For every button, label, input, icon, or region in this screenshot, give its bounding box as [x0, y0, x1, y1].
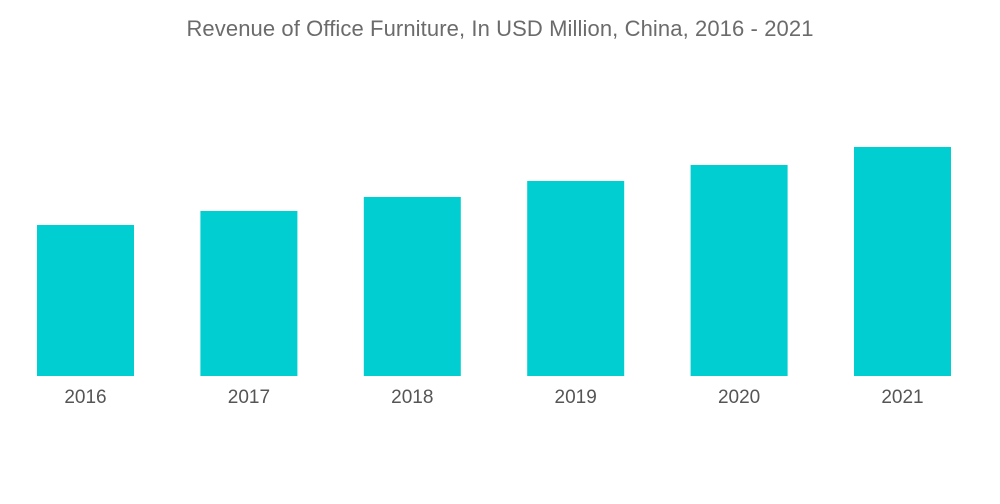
- x-tick-labels: 2016 2017 2018 2019 2020 2021: [64, 387, 923, 408]
- bar-2018: [363, 197, 461, 376]
- x-tick-label-2020: 2020: [718, 387, 760, 408]
- x-tick-label-2018: 2018: [391, 387, 433, 408]
- bar-2021: [854, 147, 951, 376]
- bar-2019: [527, 181, 625, 376]
- bars-group: [37, 147, 951, 376]
- bar-2016: [37, 225, 134, 376]
- x-tick-label-2019: 2019: [555, 387, 597, 408]
- x-tick-label-2016: 2016: [64, 387, 106, 408]
- bar-2017: [200, 211, 298, 376]
- x-tick-label-2021: 2021: [881, 387, 923, 408]
- bar-2020: [690, 165, 788, 376]
- x-tick-label-2017: 2017: [228, 387, 270, 408]
- chart-title: Revenue of Office Furniture, In USD Mill…: [186, 16, 814, 41]
